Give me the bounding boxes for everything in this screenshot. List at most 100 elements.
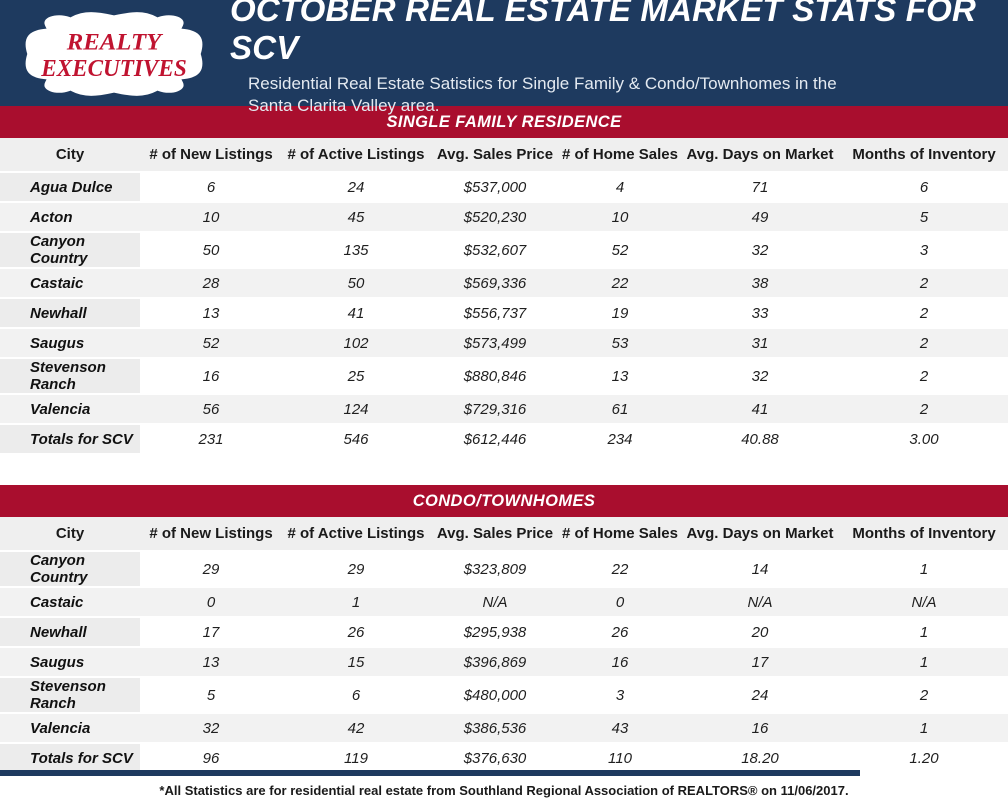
value-cell: 6 (140, 172, 282, 203)
single-family-table: City # of New Listings # of Active Listi… (0, 138, 1008, 455)
value-cell: 16 (140, 358, 282, 395)
table-row: Valencia 56 124 $729,316 61 41 2 (0, 394, 1008, 425)
page-title: OCTOBER REAL ESTATE MARKET STATS FOR SCV (230, 0, 977, 66)
city-cell: Valencia (0, 394, 140, 425)
col-avg-sales-price: Avg. Sales Price (430, 517, 560, 552)
city-cell: Castaic (0, 587, 140, 618)
city-cell: Stevenson Ranch (0, 358, 140, 395)
value-cell: 45 (282, 202, 430, 233)
city-cell: Castaic (0, 268, 140, 299)
value-cell: 0 (140, 587, 282, 618)
section-banner-condo-townhomes: CONDO/TOWNHOMES (0, 485, 1008, 517)
value-cell: 40.88 (680, 424, 840, 455)
value-cell: 38 (680, 268, 840, 299)
value-cell: 4 (560, 172, 680, 203)
city-cell: Acton (0, 202, 140, 233)
value-cell: 32 (140, 713, 282, 744)
value-cell: 52 (140, 328, 282, 359)
value-cell: 1 (840, 551, 1008, 588)
value-cell: 29 (282, 551, 430, 588)
value-cell: $376,630 (430, 743, 560, 774)
value-cell: N/A (680, 587, 840, 618)
city-cell: Saugus (0, 647, 140, 678)
value-cell: 1 (840, 617, 1008, 648)
condo-townhomes-table-body: Canyon Country 29 29 $323,809 22 14 1 Castaic 0 1… (0, 551, 1008, 774)
value-cell: 17 (680, 647, 840, 678)
table-row: Agua Dulce 6 24 $537,000 4 71 6 (0, 172, 1008, 203)
value-cell: 102 (282, 328, 430, 359)
value-cell: 17 (140, 617, 282, 648)
value-cell: 56 (140, 394, 282, 425)
value-cell: 29 (140, 551, 282, 588)
value-cell: 234 (560, 424, 680, 455)
col-months-inventory: Months of Inventory (840, 517, 1008, 552)
header-row: City # of New Listings # of Active Listi… (0, 138, 1008, 173)
value-cell: 2 (840, 328, 1008, 359)
table-row: Saugus 52 102 $573,499 53 31 2 (0, 328, 1008, 359)
value-cell: 5 (840, 202, 1008, 233)
table-row: Canyon Country 29 29 $323,809 22 14 1 (0, 551, 1008, 588)
city-cell: Canyon Country (0, 551, 140, 588)
value-cell: 1.20 (840, 743, 1008, 774)
value-cell: 42 (282, 713, 430, 744)
value-cell: 2 (840, 677, 1008, 714)
subtitle-line1: Residential Real Estate Satistics for Si… (248, 73, 837, 93)
table-row: Newhall 13 41 $556,737 19 33 2 (0, 298, 1008, 329)
value-cell: 10 (140, 202, 282, 233)
city-cell: Agua Dulce (0, 172, 140, 203)
value-cell: 52 (560, 232, 680, 269)
col-days-on-market: Avg. Days on Market (680, 517, 840, 552)
city-cell: Newhall (0, 617, 140, 648)
logo-shield-icon: REALTY EXECUTIVES (21, 7, 207, 101)
value-cell: 26 (560, 617, 680, 648)
single-family-table-header: City # of New Listings # of Active Listi… (0, 138, 1008, 173)
value-cell: 25 (282, 358, 430, 395)
value-cell: N/A (840, 587, 1008, 618)
city-cell: Newhall (0, 298, 140, 329)
table-row: Canyon Country 50 135 $532,607 52 32 3 (0, 232, 1008, 269)
value-cell: $537,000 (430, 172, 560, 203)
table-row: Acton 10 45 $520,230 10 49 5 (0, 202, 1008, 233)
value-cell: 135 (282, 232, 430, 269)
value-cell: 1 (840, 713, 1008, 744)
value-cell: 32 (680, 232, 840, 269)
value-cell: 231 (140, 424, 282, 455)
value-cell: N/A (430, 587, 560, 618)
value-cell: 28 (140, 268, 282, 299)
statistics-source-note: *All Statistics are for residential real… (159, 783, 849, 798)
value-cell: 0 (560, 587, 680, 618)
page-header: REALTY EXECUTIVES OCTOBER REAL ESTATE MA… (0, 0, 1008, 115)
col-days-on-market: Avg. Days on Market (680, 138, 840, 173)
value-cell: $396,869 (430, 647, 560, 678)
section-banner-single-family: SINGLE FAMILY RESIDENCE (0, 106, 1008, 138)
value-cell: 43 (560, 713, 680, 744)
value-cell: 71 (680, 172, 840, 203)
table-row: Newhall 17 26 $295,938 26 20 1 (0, 617, 1008, 648)
single-family-table-body: Agua Dulce 6 24 $537,000 4 71 6 Acton 10 45 $520,2… (0, 172, 1008, 455)
value-cell: $323,809 (430, 551, 560, 588)
city-cell: Stevenson Ranch (0, 677, 140, 714)
value-cell: 49 (680, 202, 840, 233)
value-cell: 24 (680, 677, 840, 714)
value-cell: 61 (560, 394, 680, 425)
value-cell: $573,499 (430, 328, 560, 359)
value-cell: 13 (140, 298, 282, 329)
value-cell: 2 (840, 394, 1008, 425)
col-active-listings: # of Active Listings (282, 517, 430, 552)
value-cell: 26 (282, 617, 430, 648)
value-cell: 16 (680, 713, 840, 744)
value-cell: 31 (680, 328, 840, 359)
value-cell: 3.00 (840, 424, 1008, 455)
value-cell: 16 (560, 647, 680, 678)
table-row: Stevenson Ranch 16 25 $880,846 13 32 2 (0, 358, 1008, 395)
col-active-listings: # of Active Listings (282, 138, 430, 173)
value-cell: 2 (840, 298, 1008, 329)
value-cell: $612,446 (430, 424, 560, 455)
table-row: Saugus 13 15 $396,869 16 17 1 (0, 647, 1008, 678)
value-cell: 10 (560, 202, 680, 233)
value-cell: 33 (680, 298, 840, 329)
condo-townhomes-table-header: City # of New Listings # of Active Listi… (0, 517, 1008, 552)
value-cell: 1 (840, 647, 1008, 678)
value-cell: $295,938 (430, 617, 560, 648)
col-new-listings: # of New Listings (140, 138, 282, 173)
